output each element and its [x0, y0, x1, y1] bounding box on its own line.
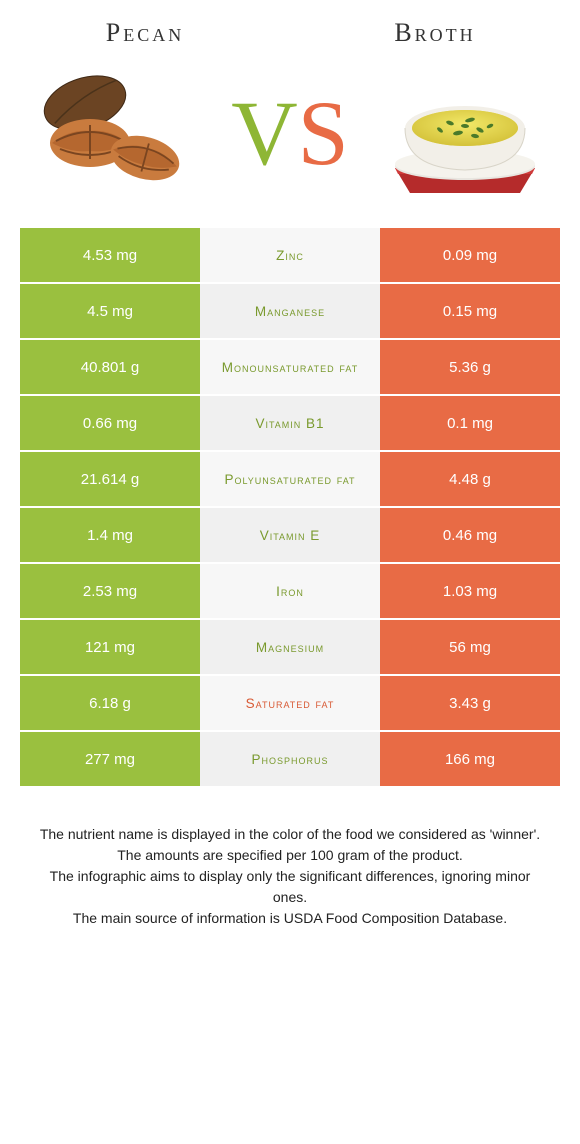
- left-value: 4.5 mg: [20, 284, 200, 338]
- right-value: 4.48 g: [380, 452, 560, 506]
- right-value: 166 mg: [380, 732, 560, 786]
- nutrient-name: Vitamin E: [200, 508, 380, 562]
- images-row: VS: [0, 48, 580, 228]
- table-row: 40.801 gMonounsaturated fat5.36 g: [20, 340, 560, 396]
- footer-line-4: The main source of information is USDA F…: [36, 908, 544, 929]
- table-row: 0.66 mgVitamin B10.1 mg: [20, 396, 560, 452]
- left-value: 0.66 mg: [20, 396, 200, 450]
- right-value: 3.43 g: [380, 676, 560, 730]
- left-food-title: Pecan: [0, 18, 290, 48]
- vs-v: V: [231, 87, 297, 179]
- footer-line-3: The infographic aims to display only the…: [36, 866, 544, 908]
- header-row: Pecan Broth: [0, 0, 580, 48]
- right-value: 0.46 mg: [380, 508, 560, 562]
- table-row: 121 mgMagnesium56 mg: [20, 620, 560, 676]
- right-title-cell: Broth: [290, 18, 580, 48]
- left-value: 4.53 mg: [20, 228, 200, 282]
- left-value: 2.53 mg: [20, 564, 200, 618]
- nutrient-name: Manganese: [200, 284, 380, 338]
- table-row: 21.614 gPolyunsaturated fat4.48 g: [20, 452, 560, 508]
- vs-label: VS: [231, 87, 349, 179]
- footer-line-2: The amounts are specified per 100 gram o…: [36, 845, 544, 866]
- table-row: 2.53 mgIron1.03 mg: [20, 564, 560, 620]
- left-value: 6.18 g: [20, 676, 200, 730]
- table-row: 4.5 mgManganese0.15 mg: [20, 284, 560, 340]
- nutrient-table: 4.53 mgZinc0.09 mg4.5 mgManganese0.15 mg…: [0, 228, 580, 788]
- broth-icon: [380, 58, 550, 208]
- left-value: 1.4 mg: [20, 508, 200, 562]
- left-value: 121 mg: [20, 620, 200, 674]
- left-value: 40.801 g: [20, 340, 200, 394]
- nutrient-name: Monounsaturated fat: [200, 340, 380, 394]
- nutrient-name: Phosphorus: [200, 732, 380, 786]
- right-value: 0.09 mg: [380, 228, 560, 282]
- footer-line-1: The nutrient name is displayed in the co…: [36, 824, 544, 845]
- right-value: 0.15 mg: [380, 284, 560, 338]
- nutrient-name: Magnesium: [200, 620, 380, 674]
- left-title-cell: Pecan: [0, 18, 290, 48]
- nutrient-name: Vitamin B1: [200, 396, 380, 450]
- footer-notes: The nutrient name is displayed in the co…: [0, 788, 580, 929]
- table-row: 6.18 gSaturated fat3.43 g: [20, 676, 560, 732]
- table-row: 277 mgPhosphorus166 mg: [20, 732, 560, 788]
- right-value: 1.03 mg: [380, 564, 560, 618]
- right-value: 56 mg: [380, 620, 560, 674]
- nutrient-name: Polyunsaturated fat: [200, 452, 380, 506]
- right-value: 5.36 g: [380, 340, 560, 394]
- table-row: 4.53 mgZinc0.09 mg: [20, 228, 560, 284]
- nutrient-name: Zinc: [200, 228, 380, 282]
- table-row: 1.4 mgVitamin E0.46 mg: [20, 508, 560, 564]
- right-value: 0.1 mg: [380, 396, 560, 450]
- pecan-icon: [30, 58, 200, 208]
- right-food-title: Broth: [290, 18, 580, 48]
- nutrient-name: Saturated fat: [200, 676, 380, 730]
- vs-s: S: [298, 87, 349, 179]
- left-value: 277 mg: [20, 732, 200, 786]
- left-value: 21.614 g: [20, 452, 200, 506]
- nutrient-name: Iron: [200, 564, 380, 618]
